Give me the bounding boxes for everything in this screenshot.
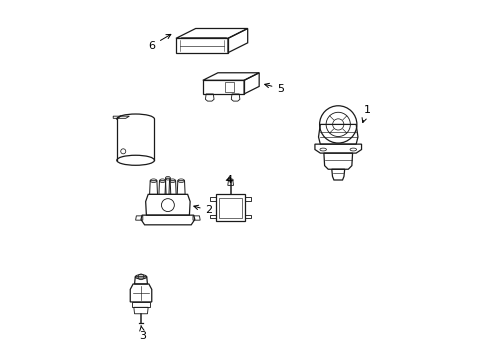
Text: 6: 6 (148, 34, 171, 50)
Text: 2: 2 (194, 205, 213, 216)
Text: 5: 5 (265, 83, 284, 94)
Text: 4: 4 (225, 175, 232, 185)
Text: 3: 3 (139, 325, 147, 341)
Text: 1: 1 (362, 105, 370, 122)
